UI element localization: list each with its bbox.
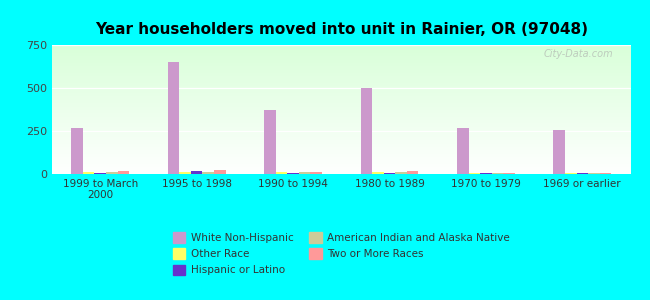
Title: Year householders moved into unit in Rainier, OR (97048): Year householders moved into unit in Rai… [95,22,588,37]
Bar [118,171,129,174]
Bar [94,173,106,174]
Bar [469,173,480,174]
Bar [106,172,118,174]
Bar [480,173,491,174]
Bar [168,62,179,174]
Bar [72,128,83,174]
Bar [577,173,588,174]
Bar [299,172,311,174]
Bar [588,173,600,174]
Bar [83,172,94,174]
Bar [287,173,299,174]
Bar [276,172,287,174]
Bar [361,88,372,174]
Bar [179,172,191,174]
Text: City-Data.com: City-Data.com [543,49,613,59]
Legend: White Non-Hispanic, Other Race, Hispanic or Latino, American Indian and Alaska N: White Non-Hispanic, Other Race, Hispanic… [169,228,514,280]
Bar [407,171,419,174]
Bar [384,173,395,174]
Bar [395,172,407,174]
Bar [311,172,322,174]
Bar [503,172,515,174]
Bar [372,172,383,174]
Bar [202,172,214,174]
Bar [553,130,565,174]
Bar [191,171,202,174]
Bar [600,173,611,174]
Bar [214,170,226,174]
Bar [565,173,577,174]
Bar [457,128,469,174]
Bar [264,110,276,174]
Bar [491,173,503,174]
